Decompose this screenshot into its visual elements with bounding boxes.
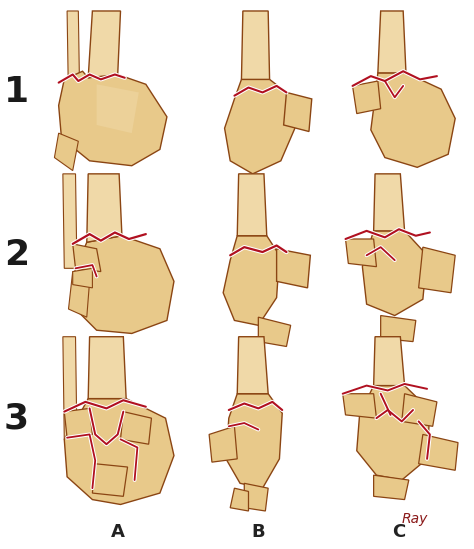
Text: C: C xyxy=(392,523,406,541)
Polygon shape xyxy=(237,337,268,394)
Polygon shape xyxy=(55,133,78,171)
Polygon shape xyxy=(73,236,174,333)
Polygon shape xyxy=(92,464,128,496)
Text: B: B xyxy=(252,523,265,541)
Polygon shape xyxy=(63,337,77,439)
Polygon shape xyxy=(225,80,295,174)
Polygon shape xyxy=(237,174,267,236)
Polygon shape xyxy=(374,475,409,500)
Polygon shape xyxy=(343,394,376,418)
Polygon shape xyxy=(258,317,291,346)
Polygon shape xyxy=(374,174,405,231)
Polygon shape xyxy=(381,316,416,341)
Polygon shape xyxy=(63,174,77,268)
Polygon shape xyxy=(357,385,430,480)
Polygon shape xyxy=(353,81,381,114)
Text: A: A xyxy=(111,523,125,541)
Polygon shape xyxy=(226,394,282,488)
Polygon shape xyxy=(346,239,376,267)
Polygon shape xyxy=(363,231,427,316)
Text: 3: 3 xyxy=(4,401,29,435)
Polygon shape xyxy=(59,71,167,166)
Polygon shape xyxy=(244,483,268,511)
Polygon shape xyxy=(241,11,270,80)
Text: Ray: Ray xyxy=(401,512,428,526)
Polygon shape xyxy=(419,434,458,470)
Polygon shape xyxy=(87,174,122,242)
Polygon shape xyxy=(68,272,90,317)
Polygon shape xyxy=(223,236,279,326)
Polygon shape xyxy=(378,11,406,73)
Text: 2: 2 xyxy=(4,238,29,272)
Polygon shape xyxy=(209,427,237,462)
Polygon shape xyxy=(67,11,80,100)
Polygon shape xyxy=(64,408,92,438)
Polygon shape xyxy=(371,73,455,167)
Polygon shape xyxy=(73,244,101,272)
Polygon shape xyxy=(283,92,312,132)
Polygon shape xyxy=(73,268,92,288)
Polygon shape xyxy=(230,488,248,511)
Polygon shape xyxy=(88,11,120,78)
Polygon shape xyxy=(88,337,126,399)
Polygon shape xyxy=(277,249,310,288)
Polygon shape xyxy=(64,399,174,505)
Text: 1: 1 xyxy=(4,75,29,109)
Polygon shape xyxy=(120,412,152,444)
Polygon shape xyxy=(419,247,455,293)
Polygon shape xyxy=(374,337,405,385)
Polygon shape xyxy=(97,84,139,133)
Polygon shape xyxy=(402,394,437,426)
